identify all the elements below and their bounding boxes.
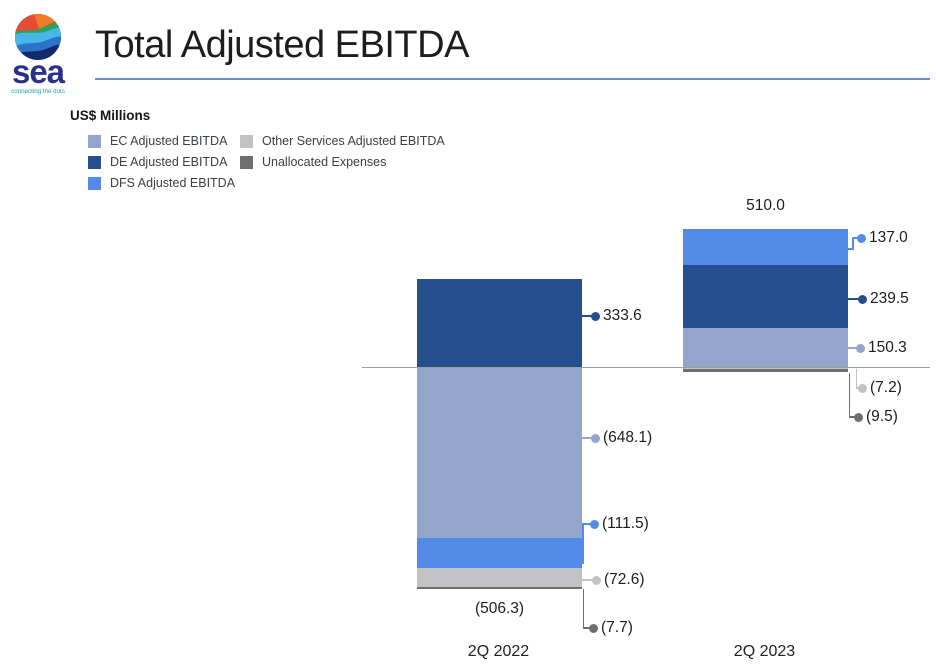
page-title: Total Adjusted EBITDA — [95, 24, 469, 66]
bar-segment-unalloc — [683, 369, 848, 372]
label-connector — [855, 369, 858, 388]
label-connector — [582, 627, 592, 629]
label-dot — [856, 233, 866, 243]
label-dot — [588, 623, 598, 633]
legend-column: Other Services Adjusted EBITDA Unallocate… — [240, 134, 445, 176]
bar-segment-dfs — [683, 228, 848, 265]
label-connector — [582, 437, 594, 439]
data-label: 137.0 — [869, 229, 908, 246]
bar-segment-other — [417, 567, 582, 588]
legend-column: EC Adjusted EBITDA DE Adjusted EBITDA DFS … — [88, 134, 235, 197]
legend-swatch-icon — [88, 176, 101, 190]
total-label: (506.3) — [474, 600, 525, 618]
data-label: 333.6 — [603, 307, 642, 324]
legend-item-label: DFS Adjusted EBITDA — [110, 176, 236, 190]
legend-swatch-icon — [240, 155, 253, 169]
bar-segment-de — [683, 264, 848, 328]
label-dot — [857, 294, 867, 304]
legend-item-other: Other Services Adjusted EBITDA — [240, 134, 445, 148]
data-label: (7.2) — [870, 379, 902, 396]
label-connector — [582, 589, 585, 629]
legend-item-label: DE Adjusted EBITDA — [110, 155, 228, 169]
sea-tagline: connecting the dots — [11, 88, 65, 95]
bar-segment-dfs — [417, 538, 582, 568]
label-connector — [848, 416, 857, 418]
data-label: (111.5) — [602, 515, 649, 532]
data-label: 239.5 — [870, 290, 909, 307]
label-dot — [590, 311, 600, 321]
label-connector — [848, 298, 861, 300]
label-dot — [591, 575, 601, 585]
data-label: (648.1) — [603, 429, 653, 446]
legend-swatch-icon — [88, 134, 101, 148]
legend-item-label: Unallocated Expenses — [262, 155, 387, 169]
label-dot — [589, 519, 599, 529]
data-label: (9.5) — [866, 408, 898, 425]
legend-item-de: DE Adjusted EBITDA — [88, 155, 235, 169]
bar-segment-unalloc — [417, 587, 582, 590]
label-connector — [852, 237, 860, 239]
legend-item-ec: EC Adjusted EBITDA — [88, 134, 235, 148]
title-underline — [95, 78, 930, 80]
label-dot — [855, 343, 865, 353]
data-label: (7.7) — [601, 619, 633, 636]
label-connector — [582, 523, 592, 525]
label-connector — [852, 237, 854, 250]
units-label: US$ Millions — [70, 108, 151, 123]
bar-segment-ec — [417, 367, 582, 539]
legend-swatch-icon — [240, 134, 253, 148]
label-connector — [582, 315, 594, 317]
sea-logo: sea connecting the dots — [11, 14, 67, 95]
zero-axis-line — [362, 366, 930, 369]
bar-segment-other — [683, 367, 848, 370]
bar-segment-ec — [683, 327, 848, 368]
bar-segment-de — [417, 279, 582, 368]
category-label: 2Q 2023 — [733, 643, 796, 660]
label-connector — [848, 248, 854, 250]
legend-swatch-icon — [88, 155, 101, 169]
label-dot — [857, 383, 867, 393]
sea-logo-mark — [15, 14, 61, 60]
data-label: (72.6) — [604, 571, 645, 588]
label-dot — [590, 433, 600, 443]
legend-item-label: EC Adjusted EBITDA — [110, 134, 228, 148]
sea-wordmark: sea — [12, 53, 66, 90]
label-connector — [848, 347, 859, 349]
data-label: 150.3 — [868, 339, 907, 356]
label-dot — [853, 412, 863, 422]
total-label: 510.0 — [746, 197, 785, 215]
label-connector — [848, 373, 851, 418]
legend-item-dfs: DFS Adjusted EBITDA — [88, 176, 235, 190]
label-connector — [582, 523, 584, 565]
label-connector — [582, 579, 595, 581]
legend-item-label: Other Services Adjusted EBITDA — [262, 134, 445, 148]
category-label: 2Q 2022 — [467, 643, 530, 660]
legend-item-unalloc: Unallocated Expenses — [240, 155, 445, 169]
